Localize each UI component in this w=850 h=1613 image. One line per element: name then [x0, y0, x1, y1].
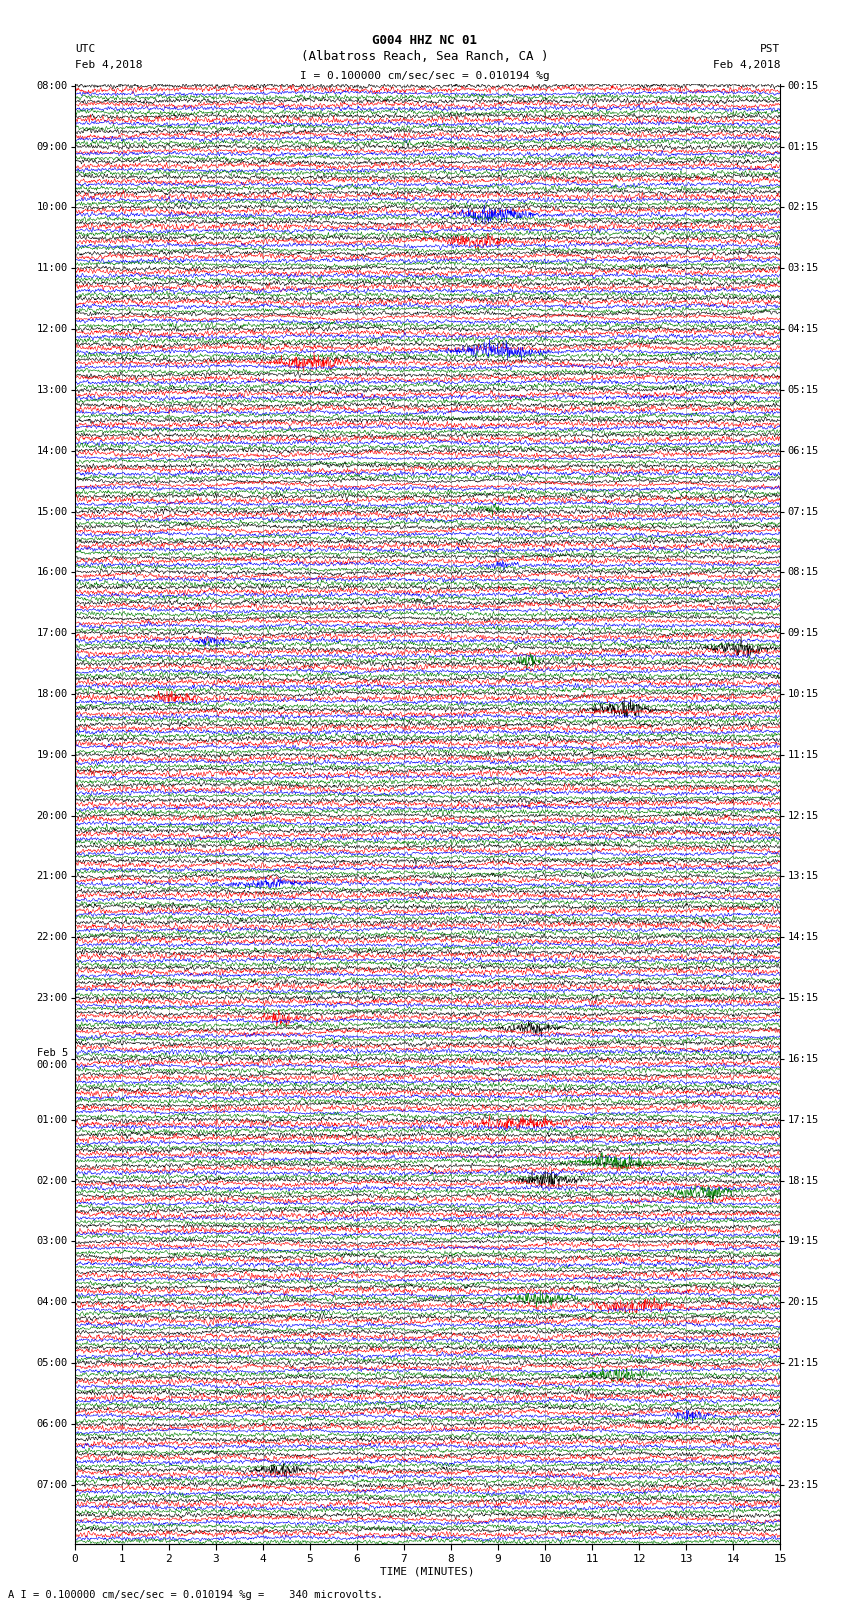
Text: PST: PST — [760, 44, 780, 53]
X-axis label: TIME (MINUTES): TIME (MINUTES) — [380, 1566, 475, 1578]
Text: A I = 0.100000 cm/sec/sec = 0.010194 %g =    340 microvolts.: A I = 0.100000 cm/sec/sec = 0.010194 %g … — [8, 1590, 383, 1600]
Text: G004 HHZ NC 01: G004 HHZ NC 01 — [372, 34, 478, 47]
Text: Feb 4,2018: Feb 4,2018 — [713, 60, 780, 69]
Text: (Albatross Reach, Sea Ranch, CA ): (Albatross Reach, Sea Ranch, CA ) — [301, 50, 549, 63]
Text: I = 0.100000 cm/sec/sec = 0.010194 %g: I = 0.100000 cm/sec/sec = 0.010194 %g — [300, 71, 550, 81]
Text: Feb 4,2018: Feb 4,2018 — [75, 60, 142, 69]
Text: UTC: UTC — [75, 44, 95, 53]
